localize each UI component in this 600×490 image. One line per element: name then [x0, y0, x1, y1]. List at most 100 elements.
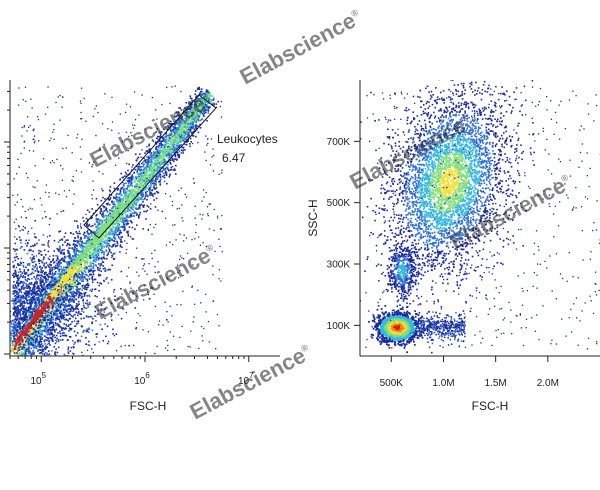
event-dot	[110, 228, 113, 231]
event-dot	[77, 226, 79, 229]
event-dot	[53, 312, 55, 314]
event-dot	[146, 205, 149, 207]
event-dot	[121, 226, 124, 229]
event-dot	[193, 128, 196, 130]
event-dot	[107, 218, 110, 221]
event-dot	[135, 199, 137, 202]
event-dot	[194, 112, 197, 115]
event-dot	[176, 147, 178, 150]
event-dot	[28, 337, 30, 340]
event-dot	[176, 159, 178, 161]
event-dot	[109, 225, 111, 228]
event-dot	[46, 321, 49, 324]
event-dot	[142, 206, 145, 208]
event-dot	[161, 162, 163, 164]
event-dot	[195, 111, 198, 113]
event-dot	[116, 234, 119, 236]
event-dot	[40, 329, 42, 332]
event-dot	[168, 175, 171, 178]
event-dot	[99, 282, 101, 284]
event-dot	[84, 245, 87, 248]
event-dot	[66, 287, 69, 290]
event-dot	[100, 257, 102, 260]
event-dot	[4, 332, 6, 334]
event-dot	[80, 243, 83, 246]
event-dot	[91, 278, 94, 280]
event-dot	[34, 345, 37, 348]
event-dot	[28, 313, 31, 315]
event-dot	[125, 182, 127, 185]
event-dot	[64, 307, 66, 309]
event-dot	[190, 141, 193, 143]
event-dot	[199, 91, 201, 94]
event-dot	[166, 128, 169, 131]
event-dot	[81, 286, 84, 289]
event-dot	[30, 347, 33, 350]
event-dot	[31, 351, 34, 354]
event-dot	[129, 210, 132, 213]
event-dot	[117, 228, 120, 230]
event-dot	[170, 168, 173, 171]
event-dot	[124, 226, 126, 229]
event-dot	[92, 254, 94, 257]
event-dot	[128, 193, 130, 195]
event-dot	[58, 230, 60, 233]
event-dot	[125, 223, 128, 225]
event-dot	[107, 269, 110, 271]
event-dot	[176, 129, 178, 132]
event-dot	[142, 198, 144, 201]
event-dot	[114, 238, 117, 240]
event-dot	[38, 317, 41, 320]
event-dot	[115, 219, 118, 222]
event-dot	[206, 91, 208, 93]
event-dot	[84, 267, 86, 269]
event-dot	[129, 196, 132, 199]
event-dot	[28, 358, 30, 360]
event-dot	[83, 260, 85, 263]
event-dot	[156, 128, 159, 130]
event-dot	[143, 184, 146, 186]
event-dot	[105, 207, 108, 209]
event-dot	[159, 142, 162, 145]
event-dot	[213, 104, 215, 106]
event-dot	[36, 339, 38, 341]
event-dot	[24, 344, 26, 347]
event-dot	[205, 93, 208, 96]
event-dot	[136, 196, 139, 199]
event-dot	[86, 230, 88, 233]
event-dot	[173, 146, 176, 149]
event-dot	[202, 110, 205, 112]
event-dot	[156, 177, 159, 179]
event-dot	[121, 246, 123, 249]
event-dot	[96, 246, 99, 248]
event-dot	[182, 132, 184, 135]
event-dot	[49, 290, 52, 293]
event-dot	[198, 100, 201, 103]
event-dot	[35, 300, 37, 303]
event-dot	[194, 125, 196, 128]
event-dot	[200, 94, 202, 96]
event-dot	[87, 233, 90, 236]
event-dot	[185, 118, 188, 120]
event-dot	[51, 269, 54, 271]
event-dot	[100, 199, 103, 202]
event-dot	[102, 212, 104, 215]
event-dot	[117, 216, 120, 219]
event-dot	[71, 287, 74, 290]
event-dot	[126, 197, 128, 200]
event-dot	[127, 197, 129, 199]
event-dot	[163, 154, 166, 157]
event-dot	[84, 266, 87, 268]
event-dot	[130, 192, 132, 195]
event-dot	[188, 114, 191, 116]
event-dot	[125, 215, 127, 217]
event-dot	[170, 122, 173, 125]
event-dot	[106, 211, 109, 213]
event-dot	[60, 300, 63, 302]
event-dot	[11, 350, 14, 352]
event-dot	[98, 221, 101, 224]
event-dot	[99, 245, 102, 247]
event-dot	[127, 209, 129, 211]
event-dot	[109, 186, 112, 188]
event-dot	[113, 234, 116, 237]
